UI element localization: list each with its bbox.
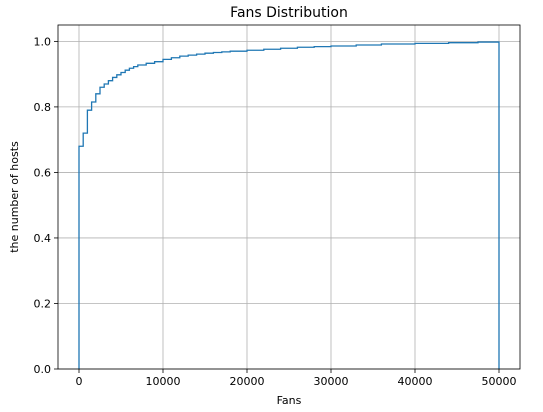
y-tick-label: 0.6	[34, 166, 52, 179]
y-tick-label: 0.0	[34, 363, 52, 376]
x-tick-label: 10000	[146, 375, 181, 388]
x-axis-label: Fans	[277, 394, 302, 407]
y-tick-label: 0.2	[34, 297, 52, 310]
x-tick-label: 20000	[230, 375, 265, 388]
series-line	[78, 41, 500, 369]
x-tick-label: 0	[76, 375, 83, 388]
plot-frame	[57, 24, 521, 370]
chart-title: Fans Distribution	[230, 5, 348, 21]
series-layer	[78, 41, 500, 369]
ticks: 0 10000 20000 30000 40000 50000 0.0 0.2 0.4 0.6 0.…	[34, 35, 517, 388]
x-tick-label: 50000	[482, 375, 517, 388]
y-tick-label: 1.0	[34, 35, 52, 48]
y-axis-label: the number of hosts	[8, 141, 21, 253]
grid	[58, 25, 520, 370]
x-tick-label: 30000	[314, 375, 349, 388]
x-tick-label: 40000	[398, 375, 433, 388]
y-tick-label: 0.4	[34, 232, 52, 245]
y-tick-label: 0.8	[34, 101, 52, 114]
